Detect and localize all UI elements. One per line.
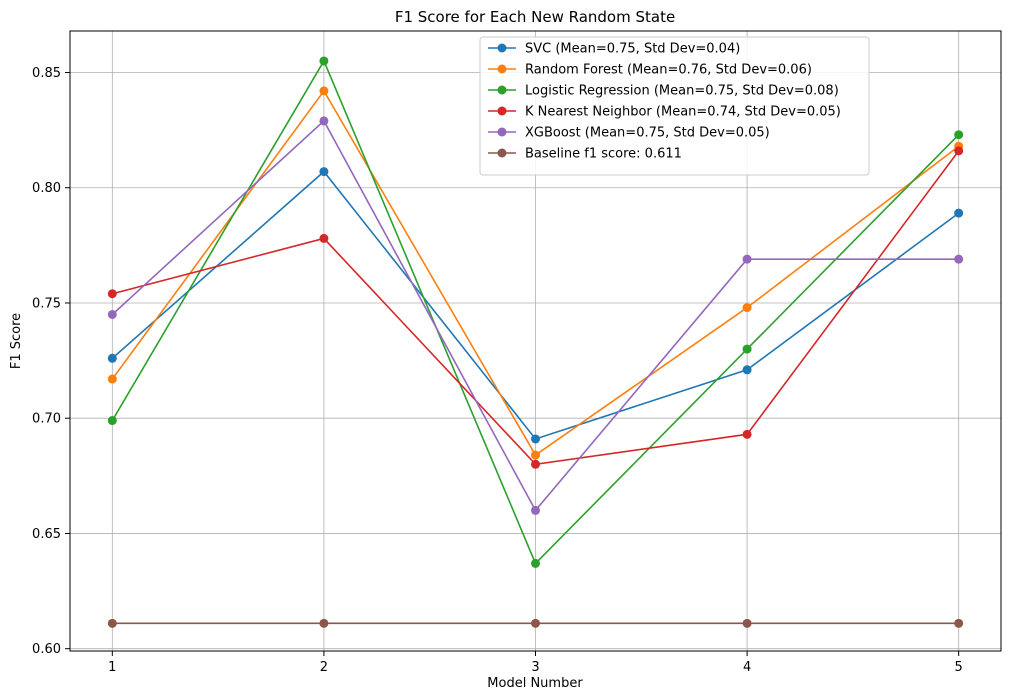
data-point xyxy=(531,558,540,568)
series-2 xyxy=(107,56,964,568)
data-point xyxy=(531,505,540,515)
data-point xyxy=(107,353,117,363)
data-point xyxy=(319,618,329,628)
data-point xyxy=(954,254,964,264)
legend-entry: Baseline f1 score: 0.611 xyxy=(488,147,682,162)
data-point xyxy=(319,86,329,96)
legend-swatch-marker xyxy=(497,85,507,95)
y-tick-label: 0.65 xyxy=(32,527,61,542)
y-axis-label: F1 Score xyxy=(9,313,24,369)
y-tick-label: 0.85 xyxy=(32,66,61,81)
legend-entry: Logistic Regression (Mean=0.75, Std Dev=… xyxy=(488,84,839,99)
chart-title: F1 Score for Each New Random State xyxy=(395,8,675,26)
legend-box xyxy=(479,36,870,176)
data-point xyxy=(742,344,752,354)
data-point xyxy=(319,116,329,126)
legend-swatch-marker xyxy=(497,106,507,116)
data-point xyxy=(531,618,540,628)
data-point xyxy=(319,167,329,177)
data-point xyxy=(531,434,540,444)
y-tick-label: 0.60 xyxy=(32,642,61,657)
series-4 xyxy=(107,116,964,515)
x-axis-label: Model Number xyxy=(487,676,583,691)
series-layer xyxy=(107,56,964,628)
data-point xyxy=(531,459,540,469)
x-tick-label: 4 xyxy=(743,660,751,675)
data-point xyxy=(954,130,964,140)
legend-entry: SVC (Mean=0.75, Std Dev=0.04) xyxy=(488,42,740,57)
legend-swatch-marker xyxy=(497,43,507,53)
series-5 xyxy=(107,618,964,628)
y-tick-label: 0.70 xyxy=(32,412,61,427)
data-point xyxy=(531,450,540,460)
legend-label: Baseline f1 score: 0.611 xyxy=(525,147,682,162)
legend: SVC (Mean=0.75, Std Dev=0.04) Random Fore… xyxy=(479,36,870,176)
legend-entry: Random Forest (Mean=0.76, Std Dev=0.06) xyxy=(488,63,812,78)
legend-label: XGBoost (Mean=0.75, Std Dev=0.05) xyxy=(525,126,770,141)
data-point xyxy=(107,618,117,628)
data-point xyxy=(107,416,117,426)
series-3 xyxy=(107,146,964,469)
data-point xyxy=(107,309,117,319)
legend-label: Logistic Regression (Mean=0.75, Std Dev=… xyxy=(525,84,839,99)
x-tick-label: 5 xyxy=(955,660,963,675)
data-point xyxy=(742,365,752,375)
x-tick-label: 2 xyxy=(320,660,328,675)
legend-swatch-marker xyxy=(497,148,507,158)
data-point xyxy=(954,208,964,218)
data-point xyxy=(742,618,752,628)
data-point xyxy=(319,233,329,243)
data-point xyxy=(742,429,752,439)
series-1 xyxy=(107,86,964,460)
data-point xyxy=(319,56,329,66)
data-point xyxy=(107,289,117,299)
axis-layer: 1 2 3 4 5 0.60 0.65 0.70 0.75 0.80 0.85 xyxy=(32,66,963,675)
legend-label: SVC (Mean=0.75, Std Dev=0.04) xyxy=(525,42,740,57)
legend-entry: XGBoost (Mean=0.75, Std Dev=0.05) xyxy=(488,126,770,141)
series-0 xyxy=(107,167,964,444)
y-tick-label: 0.75 xyxy=(32,296,61,311)
legend-label: K Nearest Neighbor (Mean=0.74, Std Dev=0… xyxy=(525,105,841,120)
data-point xyxy=(107,374,117,384)
x-tick-label: 1 xyxy=(108,660,116,675)
legend-entry: K Nearest Neighbor (Mean=0.74, Std Dev=0… xyxy=(488,105,841,120)
data-point xyxy=(954,146,964,156)
data-point xyxy=(742,303,752,313)
legend-swatch-marker xyxy=(497,127,507,137)
data-point xyxy=(742,254,752,264)
x-tick-label: 3 xyxy=(531,660,539,675)
data-point xyxy=(954,618,964,628)
legend-label: Random Forest (Mean=0.76, Std Dev=0.06) xyxy=(525,63,812,78)
y-tick-label: 0.80 xyxy=(32,181,61,196)
legend-swatch-marker xyxy=(497,64,507,74)
